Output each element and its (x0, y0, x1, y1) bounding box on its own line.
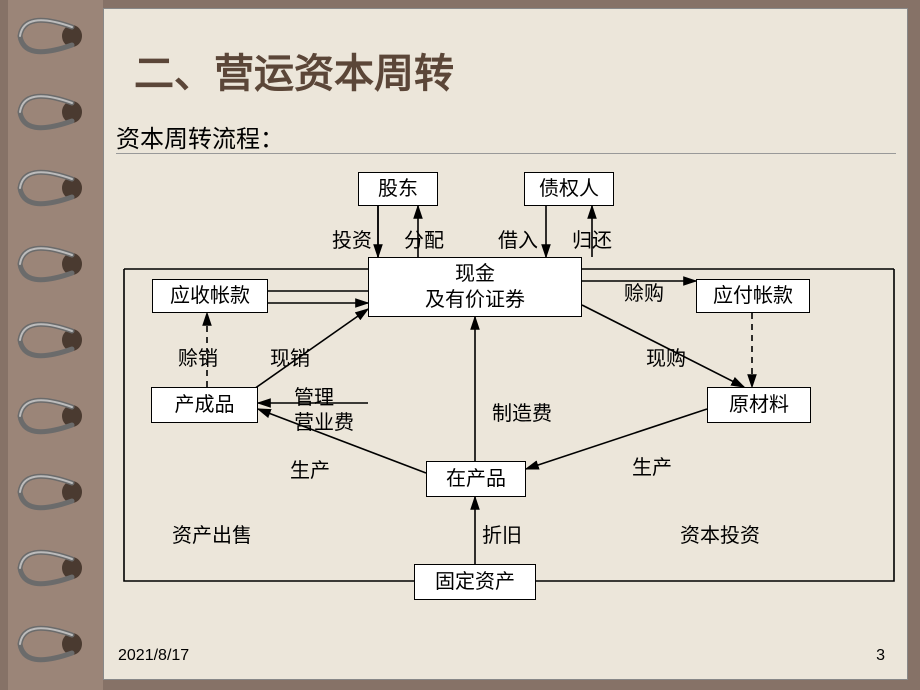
node-shareholder: 股东 (358, 172, 438, 206)
edge-label: 制造费 (492, 397, 552, 426)
edge-label: 归还 (572, 224, 612, 253)
spiral-ring (10, 164, 88, 212)
spiral-ring (10, 468, 88, 516)
node-rm: 原材料 (707, 387, 811, 423)
spiral-ring (10, 240, 88, 288)
slide-area: 二、营运资本周转 资本周转流程： 股东债权人现金及有价证券应收帐款应付帐款产成品… (103, 8, 908, 680)
node-cash: 现金及有价证券 (368, 257, 582, 317)
footer-date: 2021/8/17 (118, 647, 189, 665)
edge-label: 资本投资 (680, 519, 760, 548)
edge-label: 营业费 (294, 406, 354, 435)
edge-label: 赊购 (624, 277, 664, 306)
edge-label: 生产 (290, 454, 330, 483)
node-ap: 应付帐款 (696, 279, 810, 313)
spiral-ring (10, 88, 88, 136)
spiral-ring (10, 544, 88, 592)
edge-label: 现销 (270, 342, 310, 371)
node-fa: 固定资产 (414, 564, 536, 600)
spiral-ring (10, 620, 88, 668)
edge-label: 借入 (498, 224, 538, 253)
node-fg: 产成品 (151, 387, 258, 423)
edge-label: 现购 (646, 342, 686, 371)
spiral-ring (10, 12, 88, 60)
edge-label: 赊销 (178, 342, 218, 371)
edge-label: 投资 (332, 224, 372, 253)
spiral-ring (10, 392, 88, 440)
node-creditor: 债权人 (524, 172, 614, 206)
edge-label: 生产 (632, 451, 672, 480)
node-ar: 应收帐款 (152, 279, 268, 313)
edge-label: 折旧 (482, 519, 522, 548)
edge-label: 资产出售 (172, 519, 252, 548)
node-wip: 在产品 (426, 461, 526, 497)
edge-label: 分配 (404, 224, 444, 253)
footer-page: 3 (876, 647, 885, 665)
spiral-ring (10, 316, 88, 364)
